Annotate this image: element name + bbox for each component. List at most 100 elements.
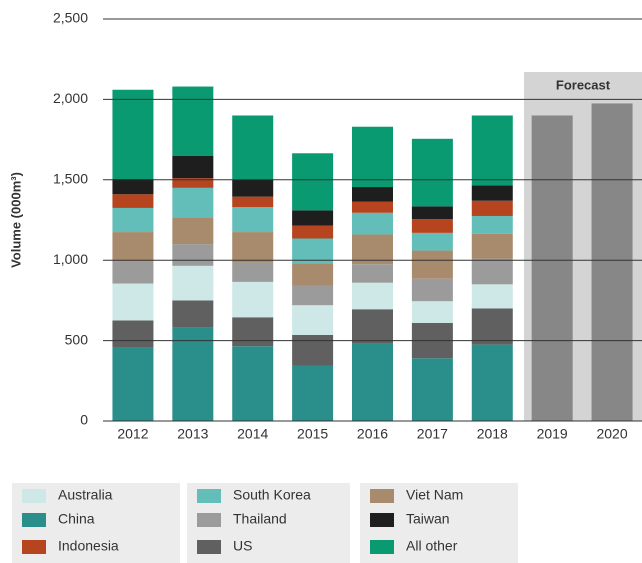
legend-swatch — [22, 540, 46, 554]
bar-segment — [471, 200, 513, 216]
legend-label: South Korea — [233, 487, 311, 503]
bar-segment — [352, 282, 393, 310]
bar-segment — [172, 217, 214, 245]
bar-segment — [471, 284, 513, 309]
y-tick-label: 1,500 — [53, 171, 88, 187]
bar-segment — [172, 155, 214, 179]
bar-segment — [411, 301, 453, 323]
bar-segment — [352, 343, 393, 421]
bar-segment — [471, 258, 513, 285]
x-tick-label: 2014 — [237, 426, 268, 442]
y-axis-label: Volume (000m³) — [8, 172, 23, 268]
bar-segment — [232, 207, 274, 233]
legend-label: All other — [406, 538, 458, 554]
bar-segment — [292, 334, 334, 366]
x-tick-label: 2017 — [417, 426, 448, 442]
bar-segment — [172, 244, 214, 266]
bar-segment — [232, 262, 274, 282]
bar-segment — [292, 263, 334, 286]
bar-segment — [411, 206, 453, 220]
bar-segment — [112, 320, 154, 348]
legend-swatch — [370, 513, 394, 527]
bar-segment — [172, 327, 214, 421]
bar-segment — [292, 210, 334, 226]
bar-segment — [172, 86, 214, 156]
bar-segment — [112, 194, 154, 208]
bar-segment — [232, 317, 274, 347]
bar-segment — [471, 344, 513, 421]
bar-segment — [232, 179, 274, 197]
legend-swatch — [197, 489, 221, 503]
x-tick-label: 2016 — [357, 426, 388, 442]
bar-segment — [232, 196, 274, 208]
bar-segment — [292, 305, 334, 335]
legend-swatch — [370, 489, 394, 503]
legend-label: Taiwan — [406, 511, 450, 527]
bar-segment — [232, 281, 274, 318]
bar-segment — [172, 187, 214, 218]
bar-segment — [352, 264, 393, 283]
legend-swatch — [197, 513, 221, 527]
x-tick-label: 2013 — [177, 426, 208, 442]
bar-segment — [172, 300, 214, 328]
bar-segment — [352, 212, 393, 235]
bar-segment — [112, 89, 154, 179]
forecast-bar — [531, 115, 573, 421]
bar-segment — [232, 346, 274, 421]
bar-segment — [112, 232, 154, 262]
bar-segment — [292, 238, 334, 264]
bar-segment — [352, 234, 393, 265]
bar-segment — [471, 185, 513, 201]
bar-segment — [411, 358, 453, 421]
y-tick-label: 1,000 — [53, 251, 88, 267]
bar-segment — [232, 232, 274, 263]
legend-swatch — [197, 540, 221, 554]
bar-segment — [292, 365, 334, 421]
bar-segment — [471, 233, 513, 259]
bar-segment — [411, 250, 453, 279]
y-tick-label: 2,500 — [53, 10, 88, 26]
legend-swatch — [22, 489, 46, 503]
x-tick-label: 2015 — [297, 426, 328, 442]
bar-segment — [112, 178, 154, 195]
bar-segment — [411, 232, 453, 251]
legend-label: Thailand — [233, 511, 287, 527]
bar-segment — [292, 225, 334, 239]
bar-segment — [471, 215, 513, 234]
bar-segment — [292, 153, 334, 211]
x-tick-label: 2020 — [596, 426, 627, 442]
bar-segment — [411, 138, 453, 207]
legend-label: China — [58, 511, 95, 527]
bar-segment — [471, 115, 513, 186]
legend-label: Australia — [58, 487, 113, 503]
y-tick-label: 2,000 — [53, 90, 88, 106]
x-tick-label: 2012 — [117, 426, 148, 442]
x-tick-label: 2019 — [537, 426, 568, 442]
legend-label: US — [233, 538, 252, 554]
bar-segment — [232, 115, 274, 180]
bar-segment — [352, 201, 393, 213]
bar-segment — [471, 308, 513, 345]
bar-segment — [112, 207, 154, 233]
legend-swatch — [22, 513, 46, 527]
bar-segment — [352, 187, 393, 202]
forecast-bar — [591, 103, 633, 422]
bar-segment — [172, 178, 214, 188]
y-tick-label: 500 — [65, 331, 89, 347]
bar-segment — [292, 285, 334, 306]
bar-segment — [112, 261, 154, 284]
bar-segment — [352, 126, 393, 188]
y-tick-label: 0 — [80, 412, 88, 428]
bar-segment — [411, 278, 453, 302]
bar-segment — [172, 265, 214, 301]
legend-label: Viet Nam — [406, 487, 463, 503]
bar-segment — [112, 283, 154, 321]
bar-segment — [112, 347, 154, 421]
legend-swatch — [370, 540, 394, 554]
bar-segment — [352, 309, 393, 344]
forecast-label: Forecast — [556, 77, 611, 92]
legend-label: Indonesia — [58, 538, 119, 554]
x-tick-label: 2018 — [477, 426, 508, 442]
bar-segment — [411, 219, 453, 233]
